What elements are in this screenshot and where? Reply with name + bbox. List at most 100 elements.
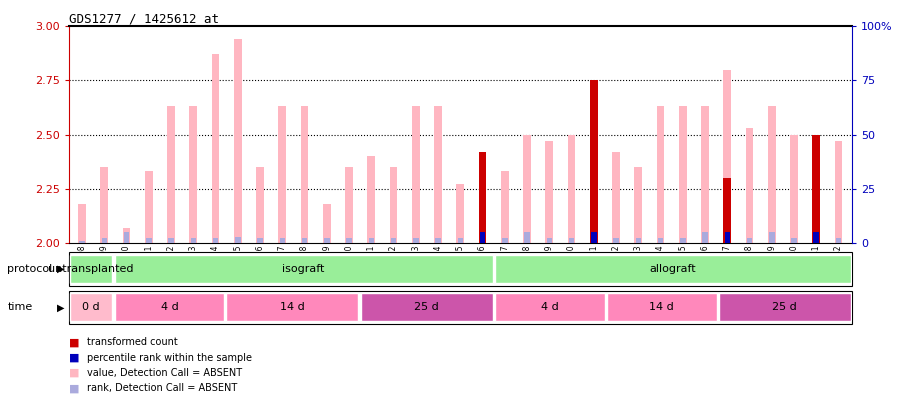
Bar bbox=[368, 238, 374, 243]
Bar bbox=[545, 141, 553, 243]
Bar bbox=[703, 232, 708, 243]
Bar bbox=[547, 238, 552, 243]
Bar bbox=[235, 237, 241, 243]
Bar bbox=[412, 107, 420, 243]
Bar bbox=[524, 232, 529, 243]
Bar bbox=[167, 107, 175, 243]
Bar bbox=[413, 238, 419, 243]
Bar bbox=[658, 238, 663, 243]
Bar bbox=[80, 241, 85, 243]
Bar bbox=[212, 55, 220, 243]
Bar bbox=[346, 238, 352, 243]
Bar bbox=[300, 107, 309, 243]
Bar bbox=[523, 134, 531, 243]
Bar bbox=[612, 152, 620, 243]
Bar bbox=[812, 134, 820, 243]
Bar bbox=[278, 107, 286, 243]
Bar bbox=[70, 255, 113, 283]
Bar bbox=[456, 185, 464, 243]
Bar bbox=[791, 134, 798, 243]
Bar bbox=[480, 232, 485, 243]
Bar bbox=[812, 134, 820, 243]
Bar bbox=[257, 238, 263, 243]
Bar bbox=[768, 107, 776, 243]
Bar bbox=[434, 107, 442, 243]
Text: ▶: ▶ bbox=[57, 303, 64, 312]
Bar bbox=[747, 238, 752, 243]
Bar bbox=[479, 152, 486, 243]
Bar bbox=[590, 81, 597, 243]
Bar bbox=[324, 238, 330, 243]
Bar bbox=[123, 228, 130, 243]
Bar bbox=[256, 167, 264, 243]
Bar bbox=[124, 232, 129, 243]
Text: ■: ■ bbox=[69, 384, 79, 393]
Bar bbox=[835, 238, 841, 243]
Bar bbox=[191, 238, 196, 243]
Text: 14 d: 14 d bbox=[280, 303, 305, 312]
Bar bbox=[361, 294, 493, 321]
Text: ■: ■ bbox=[69, 353, 79, 362]
Bar bbox=[834, 141, 843, 243]
Text: 14 d: 14 d bbox=[649, 303, 674, 312]
Bar bbox=[213, 238, 218, 243]
Bar bbox=[568, 134, 575, 243]
Text: time: time bbox=[7, 303, 33, 312]
Bar bbox=[679, 107, 687, 243]
Bar bbox=[569, 238, 574, 243]
Bar bbox=[719, 294, 851, 321]
Text: 0 d: 0 d bbox=[82, 303, 100, 312]
Bar bbox=[345, 167, 353, 243]
Bar bbox=[746, 128, 754, 243]
Text: protocol: protocol bbox=[7, 264, 52, 274]
Bar bbox=[101, 167, 108, 243]
Text: transformed count: transformed count bbox=[87, 337, 178, 347]
Bar bbox=[701, 107, 709, 243]
Text: rank, Detection Call = ABSENT: rank, Detection Call = ABSENT bbox=[87, 384, 237, 393]
Bar bbox=[725, 232, 730, 243]
Bar bbox=[495, 294, 605, 321]
Bar bbox=[680, 238, 685, 243]
Bar bbox=[791, 238, 797, 243]
Bar bbox=[607, 294, 716, 321]
Bar bbox=[724, 178, 731, 243]
Bar bbox=[114, 255, 493, 283]
Bar bbox=[323, 204, 331, 243]
Bar bbox=[635, 167, 642, 243]
Bar bbox=[389, 167, 398, 243]
Bar bbox=[234, 39, 242, 243]
Bar bbox=[502, 238, 507, 243]
Bar bbox=[769, 232, 775, 243]
Bar bbox=[190, 107, 197, 243]
Bar bbox=[590, 143, 597, 243]
Bar bbox=[146, 238, 151, 243]
Bar bbox=[367, 156, 376, 243]
Bar bbox=[501, 171, 508, 243]
Bar bbox=[301, 238, 308, 243]
Text: isograft: isograft bbox=[282, 264, 325, 274]
Text: 4 d: 4 d bbox=[541, 303, 559, 312]
Text: GDS1277 / 1425612_at: GDS1277 / 1425612_at bbox=[69, 12, 219, 25]
Bar bbox=[391, 238, 397, 243]
Bar bbox=[114, 294, 224, 321]
Text: ■: ■ bbox=[69, 337, 79, 347]
Text: ▶: ▶ bbox=[57, 264, 64, 274]
Bar bbox=[479, 152, 486, 243]
Bar bbox=[636, 238, 641, 243]
Bar bbox=[591, 232, 596, 243]
Text: 25 d: 25 d bbox=[414, 303, 439, 312]
Bar bbox=[724, 70, 731, 243]
Text: ■: ■ bbox=[69, 368, 79, 378]
Bar bbox=[169, 238, 174, 243]
Bar bbox=[435, 238, 441, 243]
Text: allograft: allograft bbox=[649, 264, 696, 274]
Bar bbox=[145, 171, 153, 243]
Text: untransplanted: untransplanted bbox=[49, 264, 134, 274]
Bar bbox=[457, 238, 463, 243]
Text: 4 d: 4 d bbox=[160, 303, 179, 312]
Bar bbox=[70, 294, 113, 321]
Bar bbox=[495, 255, 851, 283]
Bar bbox=[279, 238, 285, 243]
Bar bbox=[102, 238, 107, 243]
Bar bbox=[613, 238, 619, 243]
